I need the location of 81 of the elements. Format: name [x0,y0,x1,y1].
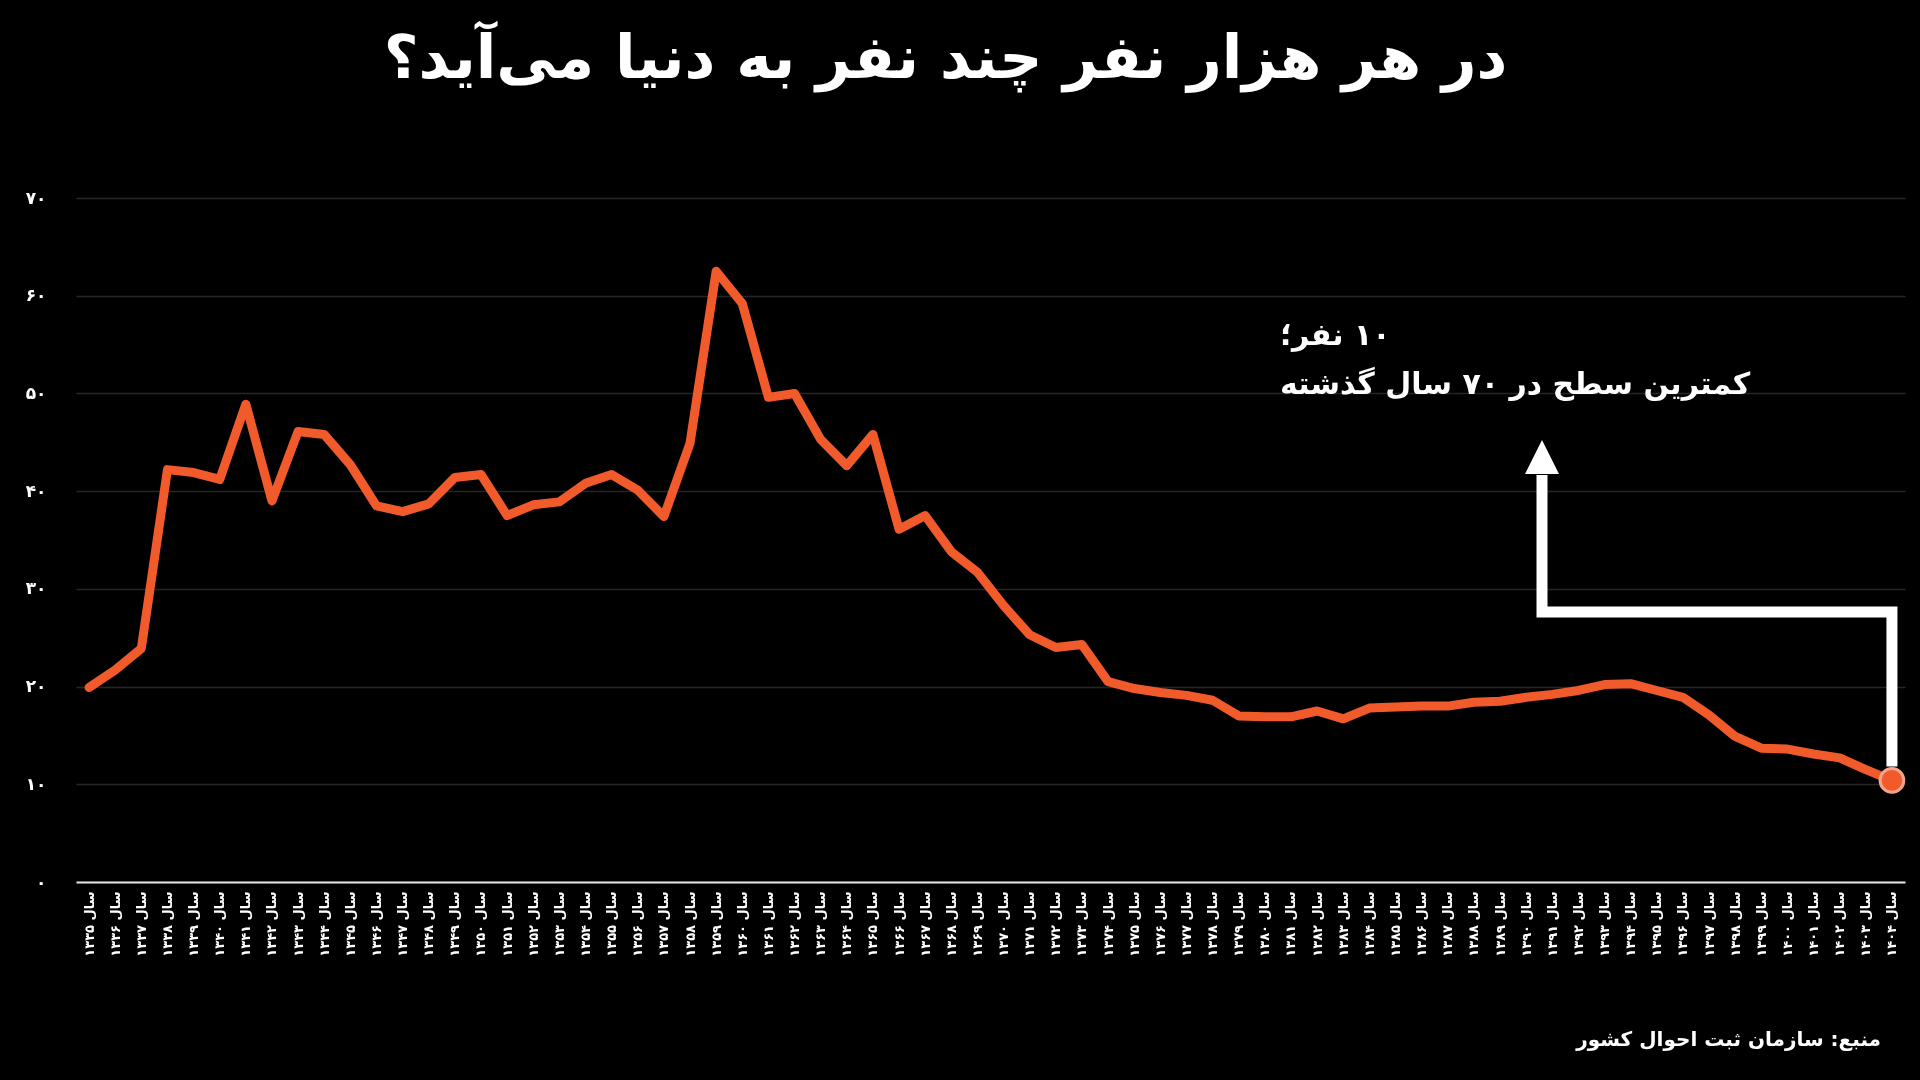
x-tick-label: سال ۱۳۷۲ [1048,891,1064,957]
x-tick-label: سال ۱۳۶۶ [891,891,907,957]
x-tick-label: سال ۱۳۸۱ [1283,891,1299,957]
x-tick-label: سال ۱۳۹۸ [1727,891,1743,957]
x-tick-label: سال ۱۳۴۶ [368,891,384,957]
x-tick-label: سال ۱۳۶۳ [813,891,829,957]
x-tick-label: سال ۱۳۵۶ [630,891,646,957]
x-tick-label: سال ۱۳۹۲ [1570,891,1586,957]
x-tick-label: سال ۱۳۵۳ [551,891,567,957]
x-tick-label: سال ۱۳۳۹ [186,891,202,957]
x-tick-label: سال ۱۳۷۳ [1074,891,1090,957]
chart-title: در هر هزار نفر چند نفر به دنیا می‌آید؟ [383,20,1508,93]
x-tick-label: سال ۱۳۸۸ [1466,891,1482,957]
x-tick-label: سال ۱۴۰۳ [1858,891,1874,957]
x-tick-label: سال ۱۳۵۸ [682,891,698,957]
x-tick-label: سال ۱۳۶۰ [734,891,750,957]
x-tick-label: سال ۱۳۸۷ [1440,891,1456,957]
x-tick-label: سال ۱۳۹۳ [1597,891,1613,957]
x-tick-label: سال ۱۳۴۲ [264,891,280,957]
x-tick-label: سال ۱۳۵۵ [604,891,620,957]
x-tick-label: سال ۱۴۰۱ [1806,891,1822,957]
x-tick-label: سال ۱۳۶۵ [865,891,881,957]
x-tick-label: سال ۱۳۷۷ [1178,891,1194,957]
y-tick-label: ۷۰ [25,187,47,208]
x-tick-label: سال ۱۳۳۶ [107,891,123,957]
x-tick-label: سال ۱۳۶۲ [787,891,803,957]
x-tick-label: سال ۱۳۴۱ [238,891,254,957]
x-tick-label: سال ۱۳۹۰ [1518,891,1534,957]
x-tick-label: سال ۱۳۵۴ [578,891,594,957]
x-tick-label: سال ۱۳۹۶ [1675,891,1691,957]
x-tick-label: سال ۱۳۷۸ [1205,891,1221,957]
x-tick-label: سال ۱۴۰۲ [1832,891,1848,957]
x-tick-label: سال ۱۳۴۵ [342,891,358,957]
x-tick-label: سال ۱۳۸۳ [1335,891,1351,957]
x-tick-label: سال ۱۳۸۶ [1414,891,1430,957]
y-tick-label: ۲۰ [25,676,47,697]
x-tick-label: سال ۱۳۷۴ [1100,891,1116,957]
x-tick-label: سال ۱۳۹۱ [1544,891,1560,957]
x-tick-label: سال ۱۳۵۹ [708,891,724,957]
y-tick-label: ۵۰ [25,382,47,403]
x-tick-label: سال ۱۳۷۱ [1022,891,1038,957]
x-tick-label: سال ۱۳۷۶ [1152,891,1168,957]
x-tick-label: سال ۱۳۴۹ [447,891,463,957]
x-tick-label: سال ۱۳۵۰ [473,891,489,957]
x-tick-label: سال ۱۳۸۴ [1361,891,1377,957]
x-tick-label: سال ۱۳۸۹ [1492,891,1508,957]
x-tick-label: سال ۱۳۳۵ [81,891,97,957]
x-tick-label: سال ۱۳۵۱ [499,891,515,957]
x-tick-label: سال ۱۳۳۷ [133,891,149,957]
x-tick-label: سال ۱۳۹۴ [1623,891,1639,957]
x-tick-label: سال ۱۳۹۹ [1753,891,1769,957]
x-tick-label: سال ۱۳۶۱ [760,891,776,957]
annotation: ۱۰ نفر؛ کمترین سطح در ۷۰ سال گذشته [1280,317,1751,401]
x-tick-label: سال ۱۴۰۰ [1779,891,1795,957]
x-tick-label: سال ۱۳۶۹ [969,891,985,957]
text: منبع: سازمان ثبت احوال کشور [1575,1027,1881,1051]
x-tick-label: سال ۱۳۶۷ [917,891,933,957]
y-tick-label: ۶۰ [25,285,47,306]
x-tick-label: سال ۱۳۵۷ [656,891,672,957]
x-tick-label: سال ۱۳۸۰ [1257,891,1273,957]
x-tick-label: سال ۱۳۴۸ [421,891,437,957]
x-tick-label: سال ۱۳۵۲ [525,891,541,957]
x-tick-label: سال ۱۳۹۵ [1649,891,1665,957]
x-tick-label: سال ۱۳۸۲ [1309,891,1325,957]
y-tick-label: ۳۰ [25,578,47,599]
x-tick-label: سال ۱۳۹۷ [1701,891,1717,957]
x-tick-label: سال ۱۳۴۴ [316,891,332,957]
x-tick-label: سال ۱۳۴۷ [395,891,411,957]
x-tick-label: سال ۱۳۳۸ [159,891,175,957]
x-tick-label: سال ۱۳۶۸ [943,891,959,957]
y-tick-label: ۰ [36,871,47,892]
x-tick-label: سال ۱۴۰۴ [1884,891,1900,957]
x-tick-label: سال ۱۳۴۳ [290,891,306,957]
x-tick-label: سال ۱۳۶۴ [839,891,855,957]
y-tick-label: ۴۰ [25,480,47,501]
x-tick-label: سال ۱۳۷۹ [1231,891,1247,957]
x-tick-label: سال ۱۳۷۰ [996,891,1012,957]
x-tick-label: سال ۱۳۴۰ [212,891,228,957]
x-tick-label: سال ۱۳۸۵ [1387,891,1403,957]
x-tick-label: سال ۱۳۷۵ [1126,891,1142,957]
y-tick-label: ۱۰ [25,773,47,794]
